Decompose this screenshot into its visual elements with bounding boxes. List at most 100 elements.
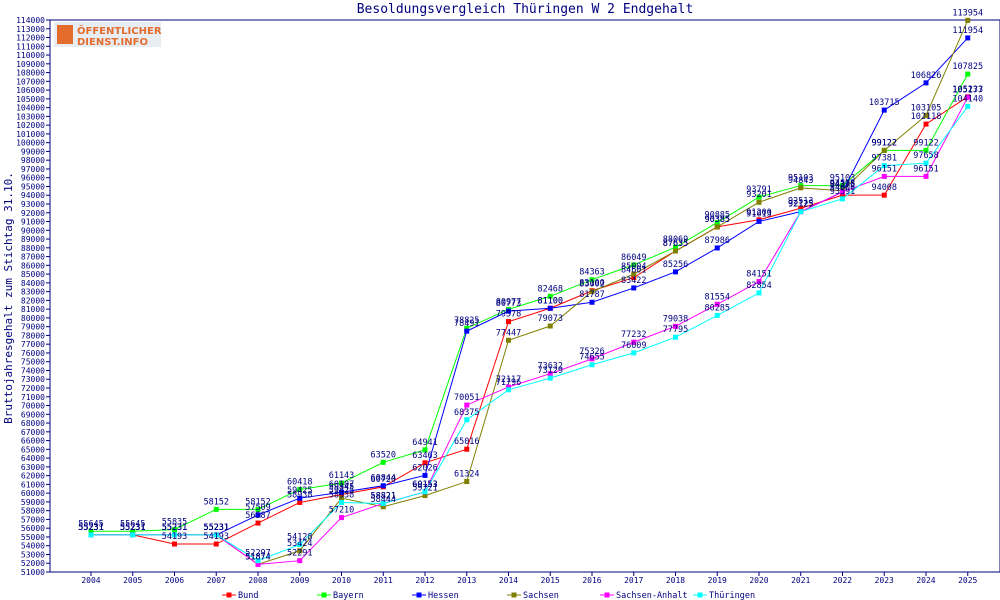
data-label-5-5: 54128 bbox=[287, 533, 313, 543]
logo-text-line1: ÖFFENTLICHER bbox=[77, 23, 162, 37]
logo-text-line2: DIENST.INFO bbox=[77, 37, 148, 48]
data-label-4-18: 94375 bbox=[830, 180, 856, 190]
y-tick-label-12: 63000 bbox=[21, 463, 45, 472]
data-label-1-15: 90885 bbox=[704, 211, 730, 221]
data-label-2-21: 111954 bbox=[952, 26, 983, 36]
data-point-1-0 bbox=[88, 528, 94, 534]
series-line-4 bbox=[91, 97, 969, 565]
y-tick-label-2: 53000 bbox=[21, 550, 45, 559]
y-tick-label-39: 90000 bbox=[21, 226, 45, 235]
y-tick-label-59: 110000 bbox=[16, 51, 45, 60]
legend-marker-3 bbox=[511, 592, 517, 598]
y-tick-label-52: 103000 bbox=[16, 112, 45, 121]
data-point-2-6 bbox=[339, 489, 344, 495]
data-label-2-8: 62026 bbox=[412, 463, 438, 473]
data-label-1-13: 86049 bbox=[621, 253, 647, 263]
y-tick-label-9: 60000 bbox=[21, 489, 45, 498]
y-tick-label-7: 58000 bbox=[21, 507, 45, 516]
y-tick-label-23: 74000 bbox=[21, 366, 45, 375]
data-label-1-11: 82468 bbox=[537, 284, 563, 294]
data-point-3-12 bbox=[589, 289, 595, 295]
data-label-5-13: 76009 bbox=[621, 341, 647, 351]
data-label-3-3: 55231 bbox=[203, 523, 229, 533]
legend-label-1: Bayern bbox=[333, 591, 364, 600]
y-tick-label-26: 77000 bbox=[21, 340, 45, 349]
data-point-2-15 bbox=[714, 245, 720, 251]
data-label-3-9: 61324 bbox=[454, 470, 480, 480]
data-label-5-9: 68375 bbox=[454, 408, 480, 418]
data-point-2-7 bbox=[380, 483, 386, 489]
x-tick-label-4: 2008 bbox=[248, 576, 267, 585]
y-tick-label-36: 87000 bbox=[21, 253, 45, 262]
data-label-3-8: 59721 bbox=[412, 484, 438, 494]
data-point-1-1 bbox=[130, 528, 136, 534]
data-label-3-0: 55231 bbox=[78, 523, 104, 533]
data-label-3-7: 58444 bbox=[370, 495, 396, 505]
y-tick-label-31: 82000 bbox=[21, 296, 45, 305]
data-label-2-11: 81100 bbox=[537, 296, 563, 306]
data-label-4-6: 57210 bbox=[329, 506, 355, 516]
data-point-3-21 bbox=[965, 17, 971, 23]
data-point-0-8 bbox=[422, 460, 428, 466]
data-point-2-11 bbox=[547, 305, 553, 311]
y-tick-label-60: 111000 bbox=[16, 42, 45, 51]
data-label-3-21: 113954 bbox=[952, 8, 983, 18]
data-label-3-14: 87635 bbox=[663, 239, 689, 249]
data-point-5-13 bbox=[631, 350, 637, 356]
data-point-1-18 bbox=[840, 183, 845, 189]
data-label-1-10: 80977 bbox=[496, 297, 522, 307]
data-label-4-11: 73632 bbox=[537, 362, 563, 372]
data-label-1-20: 99122 bbox=[913, 138, 939, 148]
data-point-5-2 bbox=[172, 532, 177, 538]
data-label-0-19: 94008 bbox=[871, 183, 897, 193]
data-point-3-16 bbox=[756, 199, 762, 205]
data-label-0-17: 92513 bbox=[788, 196, 814, 206]
data-point-1-4 bbox=[255, 506, 261, 512]
y-tick-label-18: 69000 bbox=[21, 410, 45, 419]
data-point-2-16 bbox=[756, 218, 762, 224]
y-tick-label-33: 84000 bbox=[21, 279, 45, 288]
data-point-2-21 bbox=[965, 35, 971, 41]
x-tick-label-6: 2010 bbox=[332, 576, 351, 585]
y-tick-label-45: 96000 bbox=[21, 174, 45, 183]
data-point-4-5 bbox=[297, 558, 303, 564]
data-point-3-8 bbox=[422, 493, 428, 499]
data-label-2-6: 60107 bbox=[329, 480, 355, 490]
data-label-3-13: 85004 bbox=[621, 262, 647, 272]
y-tick-label-43: 94000 bbox=[21, 191, 45, 200]
data-label-5-2: 55231 bbox=[162, 523, 188, 533]
data-label-4-12: 75326 bbox=[579, 347, 605, 357]
y-tick-label-6: 57000 bbox=[21, 515, 45, 524]
data-label-5-14: 77795 bbox=[663, 325, 689, 335]
data-point-3-13 bbox=[631, 271, 637, 277]
data-label-5-4: 52297 bbox=[245, 549, 271, 559]
data-point-4-10 bbox=[506, 384, 511, 390]
y-tick-label-11: 62000 bbox=[21, 472, 45, 481]
data-point-4-15 bbox=[714, 301, 720, 307]
data-point-2-8 bbox=[422, 472, 428, 478]
data-point-5-15 bbox=[714, 312, 720, 318]
data-point-0-2 bbox=[172, 541, 177, 547]
data-point-0-17 bbox=[798, 205, 804, 211]
legend-label-3: Sachsen bbox=[523, 591, 559, 600]
data-label-5-19: 97381 bbox=[871, 154, 897, 164]
y-tick-label-8: 59000 bbox=[21, 498, 45, 507]
data-label-4-3: 55231 bbox=[203, 523, 229, 533]
y-tick-label-44: 95000 bbox=[21, 182, 45, 191]
data-label-2-17: 92125 bbox=[788, 200, 814, 210]
data-label-0-20: 102118 bbox=[911, 112, 942, 122]
data-point-5-6 bbox=[339, 499, 344, 505]
data-label-5-16: 82854 bbox=[746, 281, 772, 291]
data-label-4-15: 81554 bbox=[704, 292, 730, 302]
legend-marker-0 bbox=[226, 592, 232, 598]
data-label-0-6: 59845 bbox=[329, 483, 355, 493]
data-label-2-0: 55231 bbox=[78, 523, 104, 533]
data-point-4-11 bbox=[547, 371, 553, 377]
x-tick-label-5: 2009 bbox=[290, 576, 309, 585]
data-label-2-9: 78491 bbox=[454, 319, 480, 329]
data-label-2-12: 81787 bbox=[579, 290, 605, 300]
data-point-5-11 bbox=[547, 375, 553, 381]
x-tick-label-16: 2020 bbox=[749, 576, 768, 585]
